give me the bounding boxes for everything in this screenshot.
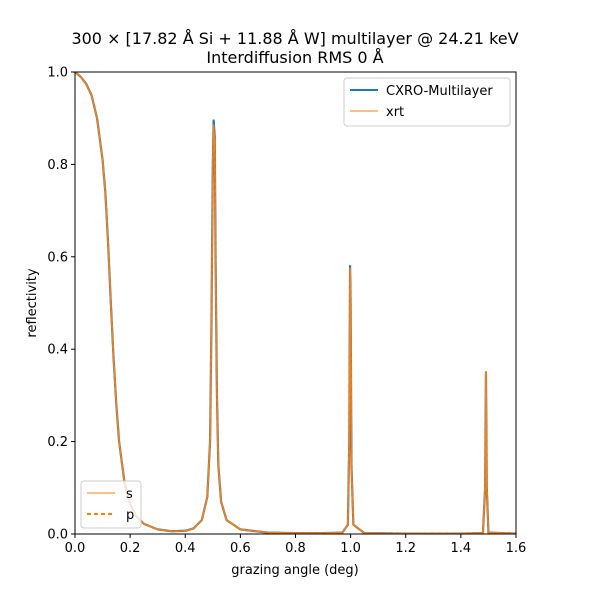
x-axis-label: grazing angle (deg) [231,563,358,578]
legend-sources: CXRO-Multilayer xrt [343,77,511,127]
plot-frame [74,71,517,535]
series-layer [75,72,516,534]
x-tick-label: 0.2 [120,541,141,556]
chart-title: 300 × [17.82 Å Si + 11.88 Å W] multilaye… [71,29,518,48]
y-ticks: 0.0 0.2 0.4 0.6 0.8 1.0 [47,66,75,543]
legend-cxro-label: CXRO-Multilayer [386,84,493,99]
x-tick-label: 0.8 [285,541,306,556]
y-tick-label: 0.2 [47,435,68,450]
x-tick-label: 0.0 [65,541,86,556]
x-ticks: 0.0 0.2 0.4 0.6 0.8 1.0 1.2 1.4 1.6 [65,534,527,556]
chart-subtitle: Interdiffusion RMS 0 Å [206,48,383,67]
y-tick-label: 0.6 [47,250,68,265]
y-tick-label: 0.8 [47,158,68,173]
legend-sources-box [343,77,511,127]
y-tick-label: 0.4 [47,343,68,358]
legend-xrt-label: xrt [386,105,404,120]
y-axis-label: reflectivity [25,268,40,338]
legend-polarization: s p [80,480,142,529]
x-tick-label: 0.6 [230,541,251,556]
legend-s-label: s [126,487,133,502]
x-tick-label: 0.4 [175,541,196,556]
x-tick-label: 1.0 [340,541,361,556]
y-tick-label: 1.0 [47,66,68,81]
x-tick-label: 1.6 [506,541,527,556]
series-xrt-p-line [75,72,516,534]
x-tick-label: 1.2 [395,541,416,556]
x-tick-label: 1.4 [451,541,472,556]
legend-p-label: p [126,508,134,523]
y-tick-label: 0.0 [47,528,68,543]
